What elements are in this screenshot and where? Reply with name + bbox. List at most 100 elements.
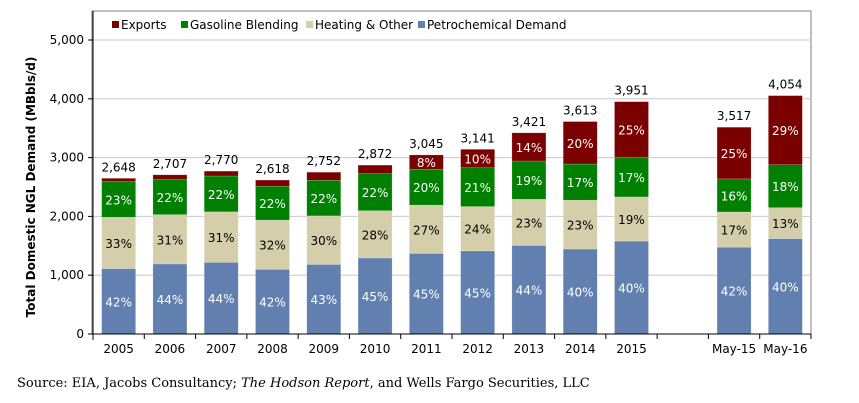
bar-stack: 42% 33% 23% 2,648 — [101, 160, 136, 335]
bar-segment-heating-other — [101, 216, 136, 269]
y-tick-label: 5,000 — [50, 33, 84, 47]
bar-segment-heating-other — [255, 219, 290, 270]
segment-data-label: 24% — [464, 223, 491, 237]
segment-data-label: 22% — [310, 192, 337, 206]
bar-segment-heating-other — [357, 210, 393, 259]
bar-segment-petrochemical-demand — [255, 269, 290, 335]
segment-data-label: 27% — [413, 223, 440, 237]
legend-label: Heating & Other — [315, 18, 413, 32]
segment-data-label: 22% — [259, 197, 286, 211]
bar-segment-gasoline-blending — [716, 178, 752, 213]
total-data-label: 3,517 — [717, 109, 751, 123]
segment-data-label: 25% — [721, 147, 748, 161]
legend: Exports Gasoline Blending Heating & Other P… — [93, 18, 811, 41]
legend-label: Gasoline Blending — [190, 18, 298, 32]
x-tick-label: 2009 — [309, 342, 340, 356]
bar-stack: 45% 27% 20% 8% 3,045 — [409, 137, 444, 335]
segment-data-label: 8% — [417, 156, 436, 170]
x-tick-label: 2012 — [462, 342, 493, 356]
segment-data-label: 44% — [516, 284, 543, 298]
bar-stack: 40% 13% 18% 29% 4,054 — [768, 78, 803, 335]
segment-data-label: 23% — [105, 193, 132, 207]
bar-segment-exports — [357, 164, 393, 174]
bar-segment-gasoline-blending — [768, 164, 803, 208]
segment-data-label: 28% — [362, 228, 389, 242]
segment-data-label: 19% — [618, 213, 645, 227]
bar-segment-heating-other — [306, 215, 342, 265]
bar-segment-exports — [768, 95, 803, 166]
bar-stack: 42% 17% 16% 25% 3,517 — [716, 109, 752, 335]
bars: 42% 33% 23% 2,648 44% 31% 22% 2,707 44% 31% 22% 2,7… — [101, 78, 803, 335]
bar-segment-heating-other — [460, 206, 495, 252]
plot-frame — [91, 10, 812, 335]
bar-segment-gasoline-blending — [203, 175, 239, 213]
total-data-label: 3,951 — [614, 84, 648, 98]
legend-swatch — [112, 21, 119, 28]
y-tick-label: 3,000 — [50, 151, 84, 165]
bar-segment-gasoline-blending — [306, 180, 342, 217]
x-tick-label: 2015 — [616, 342, 647, 356]
bar-segment-exports — [614, 101, 649, 158]
x-tick-label: 2008 — [257, 342, 288, 356]
segment-data-label: 45% — [464, 286, 491, 300]
bar-segment-gasoline-blending — [357, 173, 393, 211]
bar-segment-petrochemical-demand — [511, 245, 547, 335]
segment-data-label: 17% — [721, 224, 748, 238]
segment-data-label: 42% — [259, 296, 286, 310]
source-italic: The Hodson Report — [241, 376, 370, 391]
segment-data-label: 31% — [157, 233, 184, 247]
bar-segment-heating-other — [768, 207, 803, 239]
total-data-label: 2,707 — [153, 157, 187, 171]
total-data-label: 3,421 — [512, 115, 546, 129]
total-data-label: 3,141 — [460, 131, 494, 145]
legend-item: Exports — [112, 18, 167, 32]
total-data-label: 2,770 — [204, 153, 238, 167]
legend-item: Gasoline Blending — [181, 18, 298, 32]
segment-data-label: 17% — [618, 171, 645, 185]
bar-segment-exports — [562, 121, 598, 165]
bar-segment-heating-other — [152, 214, 188, 265]
x-tick-label: 2005 — [103, 342, 134, 356]
axes: 0 1,000 2,000 3,000 4,000 5,000 2005 2006 2007 20… — [50, 11, 812, 356]
y-tick-label: 0 — [76, 327, 84, 341]
bar-segment-exports — [306, 171, 342, 181]
bar-segment-gasoline-blending — [152, 179, 188, 215]
bar-segment-gasoline-blending — [409, 169, 444, 206]
bar-stack: 44% 23% 19% 14% 3,421 — [511, 115, 547, 335]
bar-stack: 42% 32% 22% 2,618 — [255, 162, 290, 335]
segment-data-label: 29% — [772, 124, 799, 138]
y-axis-title: Total Domestic NGL Demand (MBbls/d) — [24, 57, 38, 318]
x-tick-label: May-15 — [712, 342, 756, 356]
segment-data-label: 44% — [157, 293, 184, 307]
total-data-label: 2,648 — [101, 160, 135, 174]
bar-segment-petrochemical-demand — [716, 246, 752, 335]
bar-segment-exports — [716, 126, 752, 180]
segment-data-label: 32% — [259, 239, 286, 253]
segment-data-label: 44% — [208, 292, 235, 306]
segment-data-label: 22% — [208, 188, 235, 202]
segment-data-label: 42% — [721, 285, 748, 299]
bar-segment-gasoline-blending — [101, 181, 136, 218]
legend-label: Petrochemical Demand — [427, 18, 567, 32]
bar-segment-petrochemical-demand — [357, 257, 393, 335]
bar-segment-gasoline-blending — [562, 163, 598, 201]
total-data-label: 2,618 — [255, 162, 289, 176]
bar-segment-gasoline-blending — [511, 160, 547, 200]
legend-label: Exports — [121, 18, 167, 32]
x-tick-label: 2010 — [360, 342, 391, 356]
y-tick-label: 4,000 — [50, 92, 84, 106]
bar-segment-petrochemical-demand — [768, 238, 803, 335]
segment-data-label: 21% — [464, 181, 491, 195]
segment-data-label: 25% — [618, 124, 645, 138]
bar-segment-exports — [152, 174, 188, 180]
source-suffix: , and Wells Fargo Securities, LLC — [369, 376, 590, 391]
segment-data-label: 40% — [772, 280, 799, 294]
bar-stack: 45% 24% 21% 10% 3,141 — [460, 131, 495, 335]
y-tick-label: 2,000 — [50, 209, 84, 223]
segment-data-label: 45% — [413, 288, 440, 302]
bar-segment-petrochemical-demand — [460, 250, 495, 335]
bar-segment-petrochemical-demand — [203, 262, 239, 335]
x-tick-label: May-16 — [763, 342, 807, 356]
segment-data-label: 14% — [516, 141, 543, 155]
